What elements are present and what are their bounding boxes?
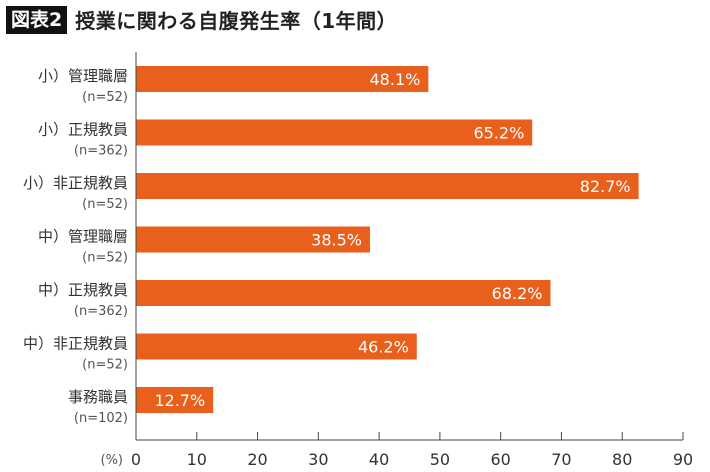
x-tick-label: 10 [187, 450, 207, 469]
sample-size-label: (n=362) [74, 144, 128, 159]
bar [136, 173, 639, 199]
x-tick-label: 60 [490, 450, 510, 469]
x-tick-label: 20 [247, 450, 267, 469]
category-label: 小）非正規教員 [23, 174, 128, 192]
x-axis-unit: (%) [101, 453, 124, 468]
x-tick-label: 80 [612, 450, 632, 469]
x-tick-label: 50 [430, 450, 450, 469]
chart-title: 授業に関わる自腹発生率（1年間） [75, 9, 398, 33]
data-label: 12.7% [154, 391, 205, 410]
sample-size-label: (n=52) [82, 197, 128, 212]
data-label: 68.2% [492, 284, 543, 303]
figure-badge: 図表2 [6, 5, 68, 34]
category-label: 中）管理職層 [38, 228, 128, 246]
bar [136, 66, 429, 92]
data-label: 82.7% [580, 177, 631, 196]
data-label: 48.1% [370, 70, 421, 89]
bar [136, 387, 214, 413]
data-label: 65.2% [473, 124, 524, 143]
chart-header: 図表2 授業に関わる自腹発生率（1年間） [6, 5, 397, 34]
sample-size-label: (n=52) [82, 358, 128, 373]
category-label: 小）正規教員 [38, 121, 128, 139]
sample-size-label: (n=362) [74, 304, 128, 319]
x-tick-label: 0 [131, 450, 141, 469]
bar [136, 226, 370, 253]
sample-size-label: (n=102) [74, 411, 128, 426]
data-label: 38.5% [311, 231, 362, 250]
category-label: 事務職員 [68, 388, 128, 406]
x-tick-label: 40 [369, 450, 389, 469]
data-label: 46.2% [358, 338, 409, 357]
category-label: 中）非正規教員 [23, 335, 128, 353]
category-label: 中）正規教員 [38, 281, 128, 299]
x-tick-label: 70 [551, 450, 571, 469]
bar [136, 280, 551, 306]
x-tick-label: 90 [673, 450, 693, 469]
bar [136, 119, 533, 146]
category-label: 小）管理職層 [38, 67, 128, 85]
sample-size-label: (n=52) [82, 90, 128, 105]
sample-size-label: (n=52) [82, 251, 128, 266]
bar [136, 333, 417, 360]
x-tick-label: 30 [308, 450, 328, 469]
